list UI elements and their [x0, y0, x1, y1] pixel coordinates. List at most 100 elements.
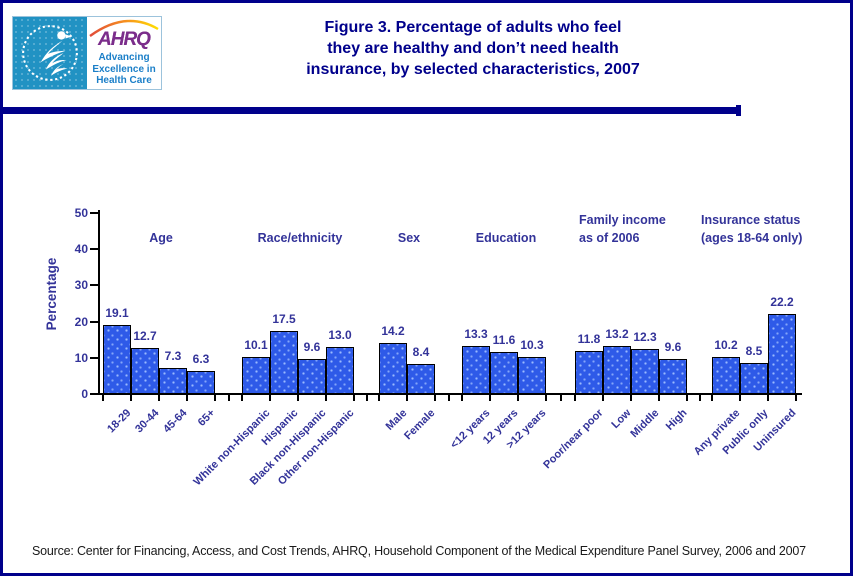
bar	[712, 357, 740, 394]
group-header: Insurance status	[701, 213, 801, 227]
x-axis-tick	[241, 395, 243, 401]
x-axis-tick	[574, 395, 576, 401]
x-axis-tick	[489, 395, 491, 401]
x-axis-tick	[102, 395, 104, 401]
x-axis-tick	[353, 395, 355, 401]
x-axis-tick	[630, 395, 632, 401]
y-axis-tick-label: 0	[81, 387, 88, 401]
bar	[659, 359, 687, 394]
source-note: Source: Center for Financing, Access, an…	[32, 544, 806, 558]
y-axis-tick-label: 50	[74, 206, 88, 220]
group-header: Sex	[397, 231, 421, 245]
ahrq-tagline: Advancing Excellence in Health Care	[92, 52, 155, 87]
bar	[379, 342, 407, 394]
bar	[518, 356, 546, 394]
group-header: Age	[149, 231, 173, 245]
bar-value-label: 11.8	[577, 332, 601, 347]
bar	[768, 313, 796, 394]
x-axis-tick	[325, 395, 327, 401]
bar-value-label: 7.3	[164, 348, 182, 363]
y-axis-tick	[90, 284, 98, 287]
y-axis-tick	[90, 212, 98, 214]
x-axis-tick	[158, 395, 160, 401]
bar	[270, 330, 298, 394]
x-axis-tick	[406, 395, 408, 401]
ahrq-wordmark: AHRQ	[98, 29, 151, 50]
y-axis-tick-label: 30	[74, 278, 88, 293]
bar	[407, 363, 435, 394]
x-axis-tick	[699, 395, 701, 401]
bar-value-label: 11.6	[492, 333, 516, 347]
bar-value-label: 13.3	[464, 326, 488, 341]
group-header: Race/ethnicity	[257, 231, 343, 245]
x-axis-tick	[269, 395, 271, 401]
figure-title: Figure 3. Percentage of adults who feel …	[193, 17, 753, 80]
bar-value-label: 8.5	[745, 344, 763, 359]
bar-chart: Percentage 0 10 20 30 40 50 Age 19.1 18-29 12.7 30…	[3, 3, 850, 573]
x-axis-tick	[186, 395, 188, 401]
x-axis-line	[98, 393, 802, 395]
x-axis-tick	[434, 395, 436, 401]
x-axis-tick	[767, 395, 769, 401]
bar-value-label: 17.5	[272, 311, 296, 326]
tagline-line: Advancing	[98, 52, 150, 63]
figure-title-line: Figure 3. Percentage of adults who feel	[324, 19, 622, 36]
bar-value-label: 10.2	[714, 338, 738, 353]
x-axis-tick	[461, 395, 463, 401]
y-axis-tick	[90, 248, 98, 251]
bar	[187, 371, 215, 394]
bar	[131, 348, 159, 394]
figure-title-line: insurance, by selected characteristics, …	[306, 61, 640, 78]
bar-value-label: 13.0	[328, 327, 352, 342]
bar-value-label: 10.3	[520, 337, 544, 352]
y-axis-tick	[90, 393, 98, 395]
y-axis-tick	[90, 320, 98, 323]
x-axis-tick	[448, 395, 450, 401]
tagline-line: Excellence in	[92, 63, 156, 75]
x-axis-tick	[517, 395, 519, 401]
bar-value-label: 10.1	[244, 338, 268, 353]
bar	[631, 349, 659, 394]
group-header: as of 2006	[579, 231, 640, 245]
group-header: (ages 18-64 only)	[701, 231, 803, 245]
x-axis-tick	[297, 395, 299, 401]
x-axis-tick	[602, 395, 604, 401]
bar-value-label: 9.6	[664, 340, 682, 355]
bar-value-label: 14.2	[381, 323, 405, 338]
x-axis-category-label: Uninsured	[751, 407, 799, 454]
hhs-ahrq-logo: AHRQ Advancing Excellence in Health Care	[12, 16, 162, 90]
x-axis-tick	[795, 395, 797, 401]
bar	[298, 359, 326, 394]
bar	[159, 367, 187, 394]
bar-value-label: 12.3	[633, 330, 657, 345]
bar	[740, 363, 768, 394]
y-axis-tick-label: 40	[74, 242, 88, 257]
ahrq-rainbow-arc-icon	[89, 19, 159, 37]
x-axis-tick	[366, 395, 368, 401]
x-axis-tick	[214, 395, 216, 401]
x-axis-tick	[686, 395, 688, 401]
bar-value-label: 13.2	[605, 327, 629, 342]
x-axis-tick	[545, 395, 547, 401]
bar-value-label: 6.3	[192, 352, 210, 367]
hhs-seal-icon	[13, 17, 87, 89]
bar	[462, 345, 490, 394]
group-header: Education	[475, 231, 537, 245]
x-axis-tick	[711, 395, 713, 401]
bar-value-label: 19.1	[105, 305, 129, 320]
bar	[490, 352, 518, 394]
figure-title-line: they are healthy and don’t need health	[327, 40, 619, 57]
x-axis-tick	[378, 395, 380, 401]
x-axis-category-label: 30-44	[133, 407, 162, 436]
y-axis-tick-label: 10	[74, 350, 88, 365]
bar-value-label: 8.4	[412, 344, 430, 359]
x-axis-tick	[228, 395, 230, 401]
header-divider	[3, 105, 741, 116]
bar	[575, 351, 603, 394]
x-axis-tick	[739, 395, 741, 401]
group-header: Family income	[579, 213, 666, 227]
x-axis-tick	[130, 395, 132, 401]
bar	[603, 346, 631, 394]
y-axis-tick	[90, 356, 98, 359]
